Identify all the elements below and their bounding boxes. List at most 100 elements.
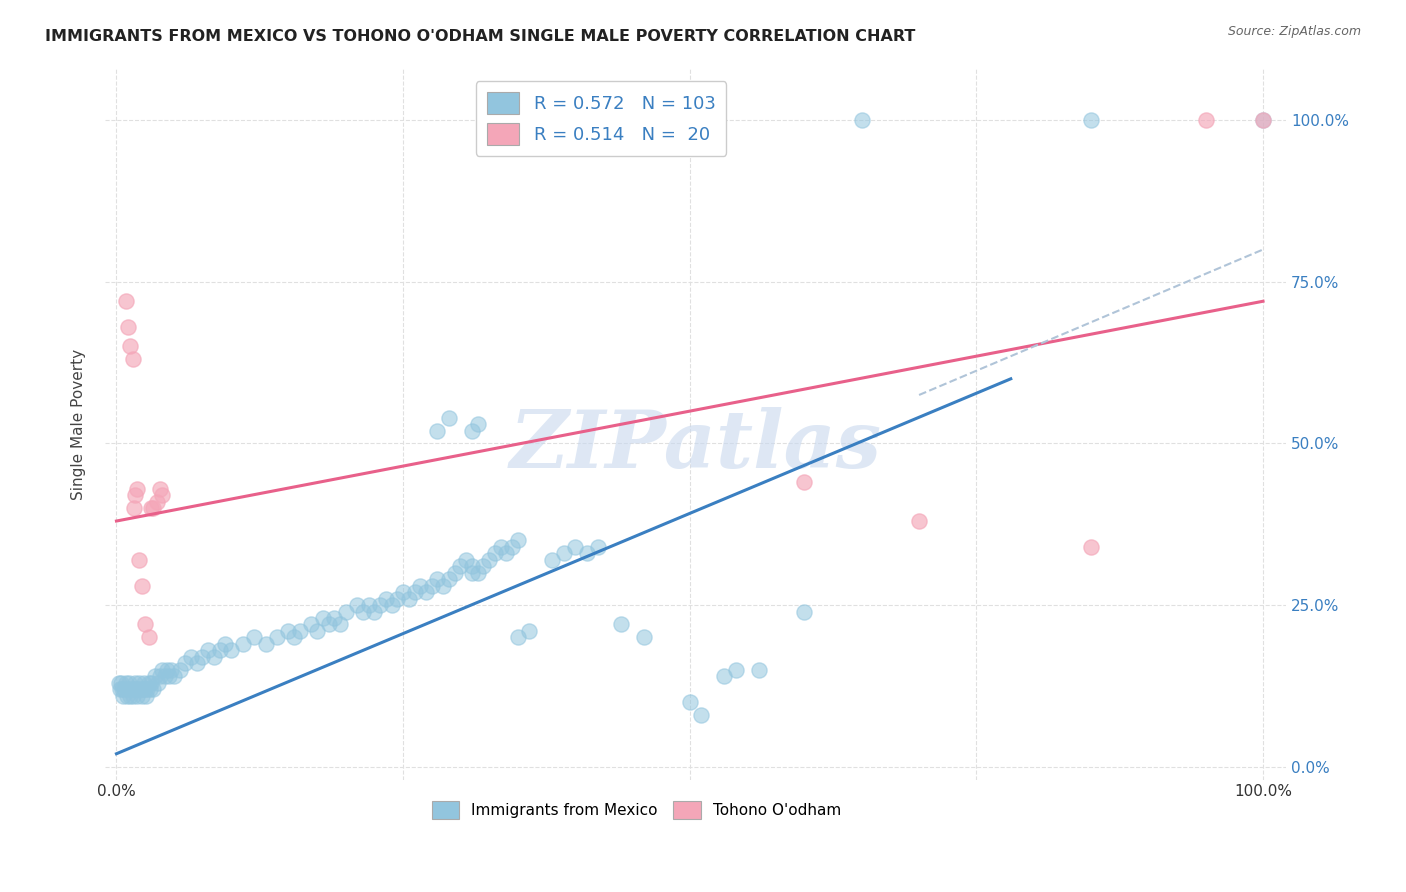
Point bbox=[387, 591, 409, 606]
Point bbox=[111, 682, 134, 697]
Point bbox=[138, 682, 160, 697]
Point bbox=[506, 533, 529, 548]
Point bbox=[610, 617, 633, 632]
Point bbox=[121, 352, 143, 367]
Point bbox=[110, 675, 132, 690]
Point bbox=[312, 611, 335, 625]
Point bbox=[461, 566, 484, 580]
Point bbox=[149, 669, 172, 683]
Point bbox=[409, 579, 432, 593]
Point bbox=[690, 708, 713, 723]
Point bbox=[679, 695, 702, 709]
Point bbox=[120, 339, 142, 353]
Point bbox=[793, 475, 815, 490]
Point bbox=[724, 663, 747, 677]
Point bbox=[404, 585, 426, 599]
Point bbox=[112, 689, 135, 703]
Point bbox=[517, 624, 540, 638]
Point bbox=[501, 540, 523, 554]
Point bbox=[136, 682, 159, 697]
Point bbox=[266, 631, 288, 645]
Point bbox=[713, 669, 735, 683]
Point bbox=[128, 675, 150, 690]
Point bbox=[352, 605, 374, 619]
Point bbox=[456, 553, 478, 567]
Point bbox=[288, 624, 311, 638]
Point bbox=[122, 501, 145, 516]
Legend: Immigrants from Mexico, Tohono O'odham: Immigrants from Mexico, Tohono O'odham bbox=[426, 795, 848, 825]
Point bbox=[318, 617, 340, 632]
Point bbox=[426, 572, 449, 586]
Point bbox=[131, 689, 153, 703]
Point bbox=[153, 669, 176, 683]
Point bbox=[323, 611, 346, 625]
Point bbox=[138, 675, 160, 690]
Point bbox=[132, 682, 155, 697]
Point bbox=[118, 675, 141, 690]
Point bbox=[363, 605, 385, 619]
Point bbox=[139, 501, 162, 516]
Point bbox=[125, 682, 148, 697]
Point bbox=[472, 559, 495, 574]
Point bbox=[1080, 113, 1102, 128]
Point bbox=[120, 689, 142, 703]
Point bbox=[564, 540, 586, 554]
Text: IMMIGRANTS FROM MEXICO VS TOHONO O'ODHAM SINGLE MALE POVERTY CORRELATION CHART: IMMIGRANTS FROM MEXICO VS TOHONO O'ODHAM… bbox=[45, 29, 915, 44]
Point bbox=[174, 657, 197, 671]
Point bbox=[219, 643, 242, 657]
Point bbox=[449, 559, 471, 574]
Point bbox=[254, 637, 277, 651]
Point bbox=[467, 417, 489, 431]
Text: ZIPatlas: ZIPatlas bbox=[509, 407, 882, 484]
Point bbox=[142, 682, 165, 697]
Point bbox=[415, 585, 437, 599]
Point bbox=[120, 682, 142, 697]
Point bbox=[134, 617, 156, 632]
Point bbox=[150, 488, 173, 502]
Point bbox=[283, 631, 305, 645]
Point bbox=[121, 689, 143, 703]
Point bbox=[124, 488, 146, 502]
Point bbox=[142, 501, 165, 516]
Point bbox=[398, 591, 420, 606]
Point bbox=[197, 643, 219, 657]
Y-axis label: Single Male Poverty: Single Male Poverty bbox=[72, 349, 86, 500]
Point bbox=[232, 637, 254, 651]
Point bbox=[437, 410, 460, 425]
Point bbox=[163, 669, 186, 683]
Point bbox=[115, 689, 138, 703]
Point bbox=[128, 553, 150, 567]
Point bbox=[277, 624, 299, 638]
Point bbox=[1080, 540, 1102, 554]
Point bbox=[506, 631, 529, 645]
Point bbox=[114, 682, 136, 697]
Point bbox=[191, 649, 214, 664]
Point bbox=[127, 682, 149, 697]
Point bbox=[135, 689, 157, 703]
Point bbox=[132, 675, 155, 690]
Point bbox=[160, 663, 183, 677]
Point bbox=[541, 553, 564, 567]
Point bbox=[186, 657, 208, 671]
Point bbox=[437, 572, 460, 586]
Point bbox=[368, 598, 391, 612]
Point bbox=[180, 649, 202, 664]
Point bbox=[478, 553, 501, 567]
Point bbox=[392, 585, 415, 599]
Point bbox=[443, 566, 465, 580]
Point bbox=[489, 540, 512, 554]
Point bbox=[461, 424, 484, 438]
Point bbox=[127, 482, 149, 496]
Point bbox=[793, 605, 815, 619]
Point bbox=[138, 631, 160, 645]
Point bbox=[461, 559, 484, 574]
Point bbox=[129, 682, 152, 697]
Point bbox=[146, 675, 169, 690]
Point bbox=[208, 643, 231, 657]
Point bbox=[134, 682, 156, 697]
Point bbox=[131, 579, 153, 593]
Point bbox=[243, 631, 266, 645]
Point bbox=[747, 663, 769, 677]
Point bbox=[145, 494, 167, 508]
Point bbox=[150, 663, 173, 677]
